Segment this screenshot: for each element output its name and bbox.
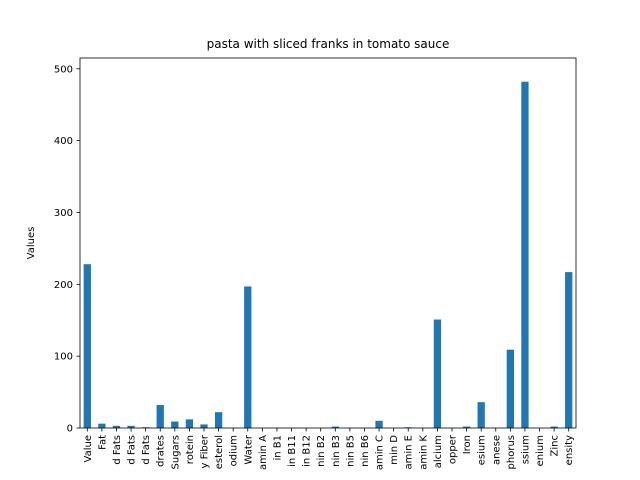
y-tick-label: 500 (54, 64, 73, 75)
x-tick-label: rotein (185, 435, 196, 464)
x-tick-label: nin B5 (345, 435, 356, 467)
x-tick-label: d Fats (127, 435, 138, 465)
x-tick-label: Water (243, 434, 254, 464)
bar (244, 286, 252, 428)
x-tick-label: opper (448, 434, 459, 464)
bar (171, 421, 179, 428)
y-tick-label: 100 (54, 352, 73, 363)
x-tick-label: odium (229, 435, 240, 466)
x-tick-label: in B11 (287, 435, 298, 467)
x-tick-label: drates (156, 435, 167, 467)
plot-frame (79, 57, 577, 429)
bar (83, 264, 91, 428)
y-tick-label: 200 (54, 280, 73, 291)
bars (83, 81, 573, 428)
x-tick-label: nin B2 (316, 435, 327, 467)
y-tick-label: 0 (67, 424, 73, 435)
x-tick-label: Sugars (170, 435, 181, 469)
x-tick-label: ssium (520, 435, 531, 464)
x-tick-label: anese (491, 435, 502, 465)
x-axis-ticks: Value Fat d Fats d Fats d Fats drates Sugars ro… (83, 428, 575, 470)
bar (127, 425, 135, 428)
x-tick-label: Value (83, 435, 94, 462)
bar (156, 405, 164, 428)
y-axis-ticks: 0 100 200 300 400 500 (54, 64, 80, 435)
x-tick-label: amin C (375, 435, 386, 470)
x-tick-label: esterol (214, 435, 225, 469)
x-tick-label: esium (477, 435, 488, 465)
x-tick-label: amin K (418, 435, 429, 470)
x-tick-label: Fat (97, 435, 108, 450)
bar (550, 426, 558, 428)
x-tick-label: Iron (462, 435, 473, 454)
x-tick-label: in B1 (272, 435, 283, 461)
bar (477, 402, 485, 428)
x-tick-label: y Fiber (200, 434, 211, 468)
bar (462, 426, 471, 428)
bar (331, 426, 339, 428)
chart-title: pasta with sliced franks in tomato sauce (207, 37, 450, 51)
x-tick-label: in B12 (302, 435, 313, 467)
y-axis-label: Values (26, 227, 37, 260)
bar (375, 420, 383, 428)
x-tick-label: nin B6 (360, 435, 371, 467)
bar (200, 424, 208, 428)
bar (433, 319, 442, 428)
bar (185, 419, 194, 428)
x-tick-label: d Fats (112, 435, 123, 465)
x-tick-label: amin E (404, 435, 415, 469)
x-tick-label: nin B3 (331, 435, 342, 467)
x-tick-label: Zinc (550, 435, 561, 456)
bar (521, 81, 529, 428)
bar (214, 412, 223, 428)
x-tick-label: phorus (506, 435, 517, 469)
bar (98, 423, 106, 428)
y-tick-label: 300 (54, 208, 73, 219)
x-tick-label: alcium (433, 435, 444, 468)
x-tick-label: enium (535, 435, 546, 466)
x-tick-label: min D (389, 435, 400, 465)
bar (506, 349, 514, 428)
x-tick-label: d Fats (141, 435, 152, 465)
x-tick-label: amin A (258, 435, 269, 470)
bar (565, 272, 573, 428)
x-tick-label: ensity (564, 435, 575, 465)
y-tick-label: 400 (54, 136, 73, 147)
bar (112, 425, 121, 428)
